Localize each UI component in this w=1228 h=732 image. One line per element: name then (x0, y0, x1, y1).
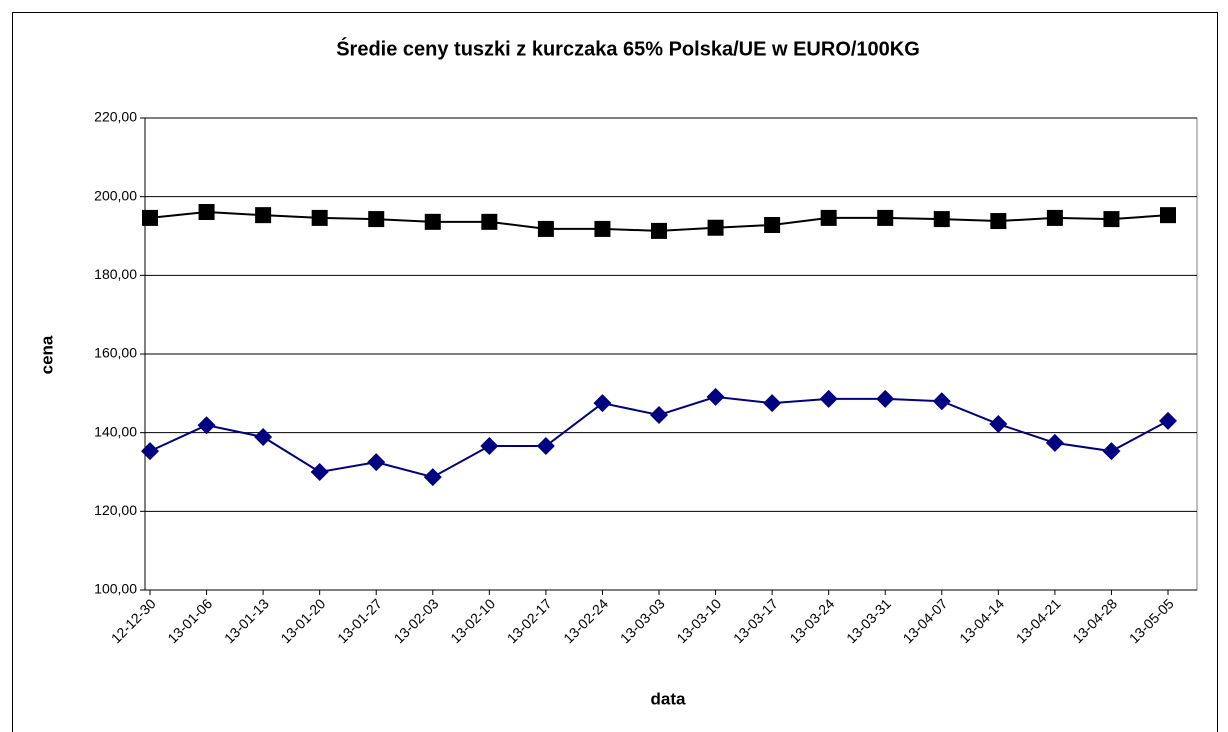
y-tick-label: 200,00 (94, 187, 137, 203)
marker (764, 216, 781, 233)
y-tick-label: 120,00 (94, 502, 137, 518)
marker (819, 389, 838, 408)
y-tick-label: 140,00 (94, 423, 137, 439)
x-tick-label: 13-02-24 (560, 595, 611, 646)
marker (197, 416, 216, 435)
marker (367, 453, 386, 472)
x-tick-label: 13-01-06 (164, 595, 215, 646)
y-tick-label: 220,00 (94, 109, 137, 125)
marker (706, 387, 725, 406)
marker (933, 211, 950, 228)
marker (481, 213, 498, 230)
marker (311, 209, 328, 226)
x-tick-label: 13-03-10 (673, 595, 724, 646)
marker (820, 209, 837, 226)
marker (593, 394, 612, 413)
marker (310, 463, 329, 481)
x-tick-label: 13-04-28 (1069, 595, 1120, 646)
marker (424, 213, 441, 230)
x-tick-label: 13-03-17 (730, 595, 781, 646)
x-tick-label: 13-04-21 (1013, 595, 1064, 646)
marker (142, 209, 158, 226)
marker (536, 437, 555, 456)
marker (877, 209, 894, 226)
marker (255, 207, 272, 224)
marker (537, 220, 554, 237)
x-tick-label: 13-01-27 (334, 595, 385, 646)
y-tick-label: 100,00 (94, 581, 137, 597)
marker (480, 437, 499, 456)
x-tick-label: 13-02-03 (391, 595, 442, 646)
marker (989, 415, 1008, 434)
marker (707, 219, 724, 236)
marker (650, 405, 668, 424)
x-tick-label: 13-03-31 (843, 595, 894, 646)
marker (1103, 211, 1120, 228)
y-tick-label: 180,00 (94, 266, 137, 282)
x-axis-label: data (651, 689, 687, 708)
marker (1046, 209, 1063, 226)
marker (1102, 442, 1121, 461)
chart-border (12, 12, 1218, 732)
marker (198, 204, 215, 221)
marker (1045, 433, 1064, 452)
y-axis-label: cena (37, 335, 56, 374)
marker (1159, 411, 1177, 430)
marker (254, 427, 273, 446)
chart-title: Średie ceny tuszki z kurczaka 65% Polska… (336, 36, 920, 60)
x-tick-label: 13-05-05 (1126, 595, 1177, 646)
marker (932, 392, 951, 411)
marker (763, 394, 782, 413)
x-tick-label: 13-04-14 (956, 595, 1007, 646)
x-tick-label: 13-01-20 (277, 595, 328, 646)
x-tick-label: 13-03-24 (786, 595, 837, 646)
x-tick-label: 13-01-13 (221, 595, 272, 646)
marker (990, 213, 1007, 230)
marker (594, 220, 611, 237)
x-tick-label: 13-02-17 (504, 595, 555, 646)
marker (423, 468, 442, 487)
marker (651, 222, 667, 239)
marker (1160, 207, 1176, 224)
x-tick-label: 13-04-07 (900, 595, 951, 646)
x-tick-label: 13-02-10 (447, 595, 498, 646)
x-tick-label: 12-12-30 (108, 595, 159, 646)
marker (876, 389, 895, 408)
marker (141, 442, 159, 461)
y-tick-label: 160,00 (94, 345, 137, 361)
marker (368, 211, 385, 228)
x-tick-label: 13-03-03 (617, 595, 668, 646)
